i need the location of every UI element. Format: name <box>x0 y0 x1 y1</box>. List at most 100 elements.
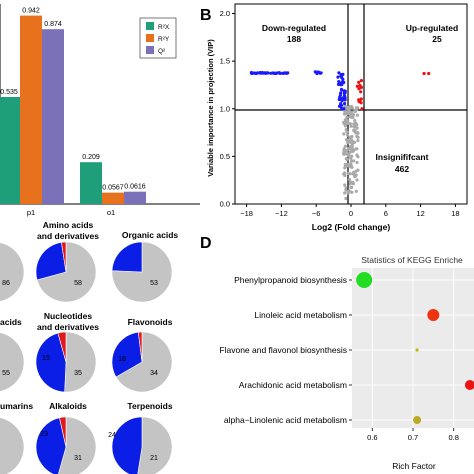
volcano-point-insignificant <box>347 177 352 182</box>
pie-slice-insignificant <box>115 331 173 393</box>
kegg-title: Statistics of KEGG Enriche <box>361 255 463 265</box>
kegg-x-tick-label: 0.6 <box>367 433 377 442</box>
legend-label-q: Q² <box>158 48 166 55</box>
pie-slice-up <box>61 241 67 273</box>
volcano-point-down <box>264 71 268 75</box>
x-tick-label: −18 <box>240 209 253 218</box>
volcano-point-insignificant <box>350 190 354 194</box>
y-tick-label: 1.5 <box>220 57 230 66</box>
panel-label-b: B <box>200 7 212 24</box>
pie-slice-insignificant <box>36 241 97 303</box>
kegg-pathway-label: Linoleic acid metabolism <box>254 310 347 320</box>
volcano-point-up <box>355 84 359 88</box>
pie-slice-insignificant <box>58 416 97 474</box>
volcano-point-down <box>342 95 346 99</box>
volcano-point-down <box>318 71 322 75</box>
pie-title: umarins <box>0 401 33 411</box>
kegg-pathway-label: alpha−Linolenic acid metabolism <box>224 415 347 425</box>
pie-value-label: 53 <box>150 280 158 287</box>
pie-title: Amino acids and derivatives <box>37 220 99 241</box>
volcano-point-down <box>253 71 257 75</box>
pie-slice-up <box>137 331 143 363</box>
volcano-point-insignificant <box>345 130 349 134</box>
kegg-x-axis-title: Rich Factor <box>392 461 436 471</box>
volcano-point-insignificant <box>343 173 347 178</box>
volcano-point-down <box>339 73 343 77</box>
pie-title: Organic acids <box>122 230 178 240</box>
kegg-point <box>413 416 422 424</box>
volcano-point-down <box>339 91 343 95</box>
volcano-point-insignificant <box>343 171 347 175</box>
pie-title: Alkaloids <box>49 401 87 411</box>
volcano-point-up <box>359 90 363 94</box>
pie-slice-down <box>35 332 67 393</box>
bar-value-label: 0.209 <box>82 154 100 161</box>
bar-value-label: 0.942 <box>22 8 40 15</box>
volcano-point-insignificant <box>354 131 358 135</box>
pie-slice-insignificant <box>0 417 25 474</box>
volcano-point-down <box>340 75 344 79</box>
volcano-point-insignificant <box>346 154 351 158</box>
volcano-point-down <box>340 88 344 92</box>
volcano-point-insignificant <box>351 113 355 117</box>
volcano-point-insignificant <box>342 132 346 136</box>
volcano-point-insignificant <box>346 133 350 137</box>
volcano-point-insignificant <box>355 178 359 182</box>
volcano-point-insignificant <box>343 111 347 115</box>
bar-value-label: 0.874 <box>44 21 62 28</box>
legend-swatch-q <box>146 46 154 54</box>
volcano-point-insignificant <box>343 118 347 122</box>
pie-value-label: 86 <box>2 280 10 287</box>
pie-inner-label: 23 <box>40 431 48 438</box>
volcano-point-insignificant <box>343 191 347 195</box>
volcano-point-down <box>250 71 254 75</box>
insignificant-count: 462 <box>395 164 409 174</box>
volcano-point-insignificant <box>347 109 351 113</box>
volcano-point-insignificant <box>350 185 354 189</box>
kegg-pathway-label: Phenylpropanoid biosynthesis <box>234 275 347 285</box>
pie-slice-down <box>111 416 143 474</box>
bar-value-label: 0.0567 <box>102 185 124 192</box>
panel-a-bar-chart: 0.535 0.942 0.874 0.209 0.0567 0.0616 p1 o1 R²… <box>0 4 200 217</box>
volcano-point-up <box>359 85 363 89</box>
volcano-point-insignificant <box>354 121 358 125</box>
down-regulated-count: 188 <box>287 34 301 44</box>
bar-value-label: 0.0616 <box>124 184 146 191</box>
volcano-point-down <box>272 71 276 75</box>
up-regulated-label: Up-regulated <box>406 23 458 33</box>
volcano-point-insignificant <box>350 134 354 139</box>
pie-value-label: 58 <box>74 280 82 287</box>
pie-inner-label: 15 <box>42 355 50 362</box>
legend-swatch-ry <box>146 34 154 42</box>
pie-slice-insignificant <box>111 241 173 303</box>
volcano-point-insignificant <box>355 153 359 157</box>
volcano-point-up <box>360 107 364 111</box>
volcano-point-insignificant <box>347 147 351 151</box>
volcano-point-insignificant <box>352 140 357 144</box>
pie-slice-insignificant <box>0 332 25 392</box>
volcano-point-down <box>285 71 289 75</box>
volcano-point-down <box>339 102 343 106</box>
pie-value-label: 55 <box>2 370 10 377</box>
volcano-point-insignificant <box>348 122 352 126</box>
legend-label-ry: R²Y <box>158 36 170 43</box>
pie-inner-label: 24 <box>108 432 116 439</box>
pie-inner-label: 18 <box>118 356 126 363</box>
volcano-point-down <box>259 71 263 75</box>
volcano-point-down <box>281 71 285 75</box>
legend-swatch-rx <box>146 22 154 30</box>
volcano-point-down <box>342 107 346 111</box>
volcano-point-insignificant <box>345 138 349 142</box>
volcano-point-insignificant <box>356 139 360 143</box>
volcano-point-insignificant <box>354 147 358 151</box>
volcano-point-down <box>343 90 347 95</box>
volcano-point-insignificant <box>345 162 349 167</box>
volcano-point-insignificant <box>344 196 348 201</box>
volcano-point-insignificant <box>343 144 347 148</box>
kegg-pathway-label: Flavone and flavonol biosynthesis <box>219 345 347 355</box>
volcano-point-down <box>338 95 342 99</box>
pie-slice-insignificant <box>0 242 25 302</box>
pie-slice-down <box>35 242 67 281</box>
volcano-point-insignificant <box>348 172 352 176</box>
volcano-point-insignificant <box>355 160 359 165</box>
